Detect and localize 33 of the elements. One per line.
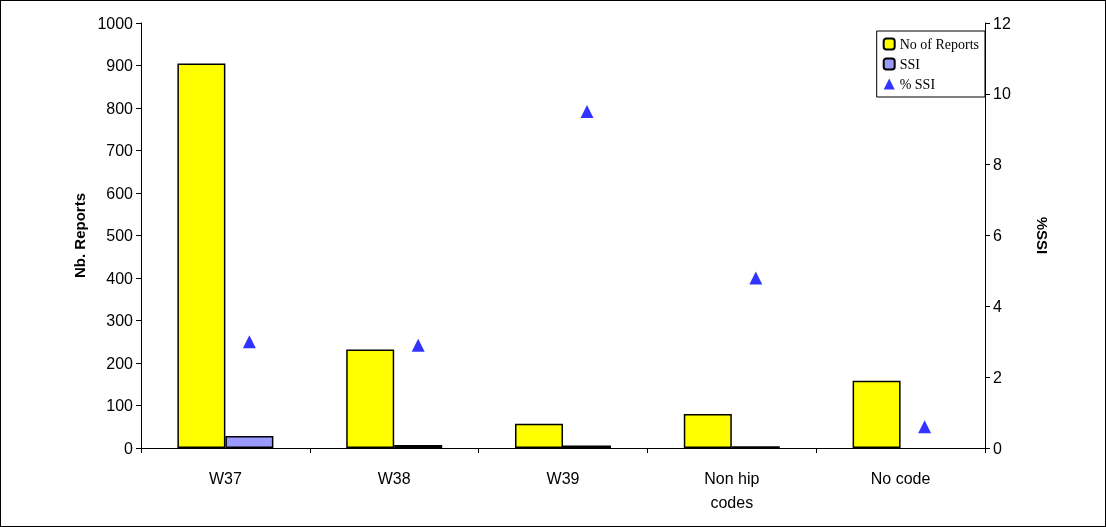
x-tick-label: W39	[546, 469, 580, 487]
y-tick-label: 900	[106, 57, 134, 74]
y-tick-label: 1000	[97, 14, 134, 32]
y2-tick-label: 4	[993, 297, 1002, 315]
y2-axis-title: %SSI	[1034, 216, 1051, 255]
point	[749, 271, 763, 285]
legend-label: No of Reports	[899, 36, 979, 52]
y-tick-label: 400	[106, 269, 134, 287]
y-axis-title: Nb. Reports	[70, 192, 88, 279]
y-tick-label: 200	[106, 354, 134, 372]
legend-label: % SSI	[899, 76, 936, 92]
point	[918, 420, 932, 434]
x-tick-label: Non hip codes	[704, 469, 760, 511]
y2-tick-label: 10	[993, 85, 1011, 103]
y2-tick-label: 6	[993, 227, 1002, 244]
y-tick-label: 800	[106, 99, 134, 117]
y2-tick-label: 8	[993, 156, 1002, 174]
x-tick-label: No code	[870, 469, 931, 487]
point	[580, 105, 594, 119]
y-tick-label: 500	[106, 227, 134, 244]
x-tick-label: W37	[208, 469, 242, 487]
y-tick-label: 100	[106, 397, 134, 414]
legend-label: SSI	[899, 56, 921, 72]
x-tick-label: W38	[377, 469, 411, 487]
y2-tick-label: 2	[993, 368, 1002, 386]
point	[242, 335, 256, 349]
y-tick-label: 700	[106, 142, 134, 159]
y-tick-label: 300	[106, 312, 134, 329]
y2-tick-label: 12	[993, 14, 1011, 32]
y2-tick-label: 0	[993, 439, 1002, 457]
y-tick-label: 0	[124, 439, 134, 457]
y-tick-label: 600	[106, 184, 134, 202]
point	[411, 338, 425, 352]
